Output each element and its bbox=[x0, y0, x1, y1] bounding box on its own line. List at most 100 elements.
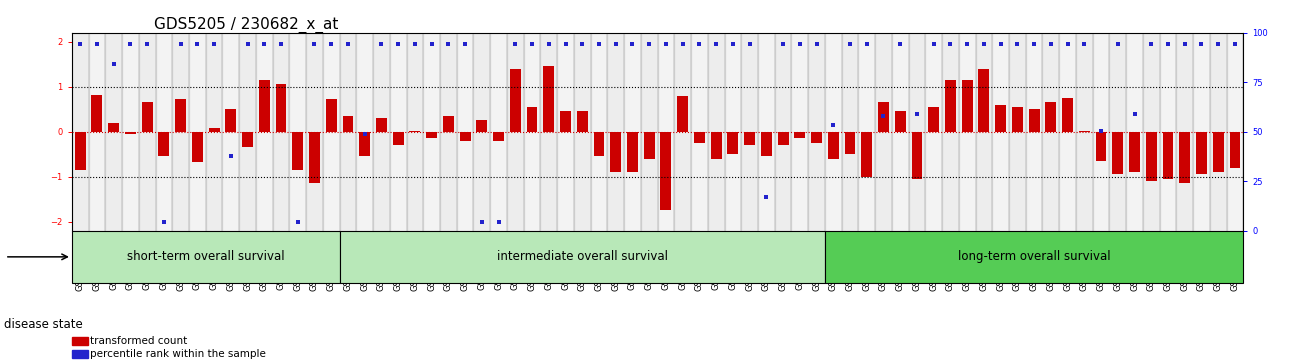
Bar bbox=[276, 84, 286, 132]
Point bbox=[823, 122, 844, 128]
Point bbox=[304, 41, 325, 47]
Bar bbox=[858, 33, 875, 231]
Point bbox=[806, 41, 827, 47]
Bar bbox=[828, 132, 838, 159]
Bar bbox=[1079, 131, 1089, 132]
Text: transformed count: transformed count bbox=[90, 336, 187, 346]
Bar bbox=[791, 33, 808, 231]
Point bbox=[103, 61, 124, 67]
Bar bbox=[543, 66, 554, 132]
Bar bbox=[323, 33, 340, 231]
Point bbox=[86, 41, 107, 47]
Bar bbox=[710, 132, 722, 159]
Point bbox=[488, 219, 509, 224]
Point bbox=[555, 41, 576, 47]
Bar bbox=[490, 33, 507, 231]
Bar bbox=[727, 132, 738, 154]
Bar bbox=[141, 102, 153, 132]
Bar bbox=[242, 132, 253, 147]
Text: disease state: disease state bbox=[4, 318, 82, 331]
Point bbox=[238, 41, 259, 47]
Point bbox=[572, 41, 593, 47]
Bar bbox=[1162, 132, 1174, 179]
Bar bbox=[1145, 132, 1157, 181]
Bar bbox=[1076, 33, 1093, 231]
Bar bbox=[1029, 109, 1040, 132]
Bar bbox=[794, 132, 806, 138]
Bar bbox=[761, 132, 772, 156]
Bar bbox=[1160, 33, 1177, 231]
Bar bbox=[624, 33, 641, 231]
Bar bbox=[560, 111, 571, 132]
Bar bbox=[172, 33, 189, 231]
Bar bbox=[138, 33, 155, 231]
Bar bbox=[926, 33, 942, 231]
Bar bbox=[993, 33, 1010, 231]
Point bbox=[471, 219, 492, 224]
Point bbox=[538, 41, 559, 47]
Bar bbox=[674, 33, 691, 231]
Bar bbox=[526, 107, 538, 132]
Bar bbox=[273, 33, 290, 231]
Bar bbox=[693, 132, 705, 143]
Point bbox=[773, 41, 794, 47]
Point bbox=[705, 41, 726, 47]
Bar bbox=[1143, 33, 1160, 231]
Point bbox=[840, 41, 861, 47]
Bar bbox=[1109, 33, 1126, 231]
Bar bbox=[845, 132, 855, 154]
Point bbox=[221, 154, 242, 159]
Point bbox=[789, 41, 810, 47]
Point bbox=[1007, 41, 1028, 47]
Point bbox=[1091, 128, 1111, 134]
Point bbox=[1208, 41, 1229, 47]
Bar bbox=[89, 33, 106, 231]
Bar bbox=[374, 33, 389, 231]
Bar bbox=[74, 132, 86, 170]
Bar bbox=[376, 118, 387, 132]
Bar bbox=[1177, 33, 1194, 231]
Bar bbox=[426, 132, 438, 138]
Point bbox=[337, 41, 358, 47]
Text: GDS5205 / 230682_x_at: GDS5205 / 230682_x_at bbox=[154, 16, 338, 33]
Bar bbox=[443, 116, 453, 132]
Bar bbox=[627, 132, 637, 172]
Bar bbox=[995, 105, 1006, 132]
Bar bbox=[155, 33, 172, 231]
Bar bbox=[340, 33, 357, 231]
Point bbox=[1191, 41, 1212, 47]
Bar bbox=[777, 132, 789, 145]
Bar bbox=[1213, 132, 1224, 172]
Bar bbox=[573, 33, 590, 231]
Bar bbox=[607, 33, 624, 231]
Bar bbox=[678, 95, 688, 132]
Point bbox=[422, 41, 443, 47]
Point bbox=[656, 41, 677, 47]
Bar bbox=[757, 33, 774, 231]
Point bbox=[137, 41, 158, 47]
Point bbox=[940, 41, 961, 47]
Bar bbox=[946, 80, 956, 132]
Bar bbox=[306, 33, 323, 231]
Bar bbox=[658, 33, 674, 231]
Bar bbox=[457, 33, 474, 231]
Bar bbox=[744, 132, 755, 145]
Bar bbox=[1096, 132, 1106, 161]
Bar bbox=[961, 80, 973, 132]
Point bbox=[589, 41, 610, 47]
Bar bbox=[1179, 132, 1190, 183]
Bar bbox=[477, 121, 487, 132]
Bar bbox=[259, 80, 270, 132]
Bar bbox=[359, 132, 370, 156]
Bar bbox=[206, 33, 222, 231]
Point bbox=[1174, 41, 1195, 47]
Bar bbox=[661, 132, 671, 210]
Point bbox=[957, 41, 978, 47]
Bar bbox=[1194, 33, 1209, 231]
Bar bbox=[912, 132, 922, 179]
Bar bbox=[310, 132, 320, 183]
Bar bbox=[460, 132, 470, 140]
Bar bbox=[389, 33, 406, 231]
Point bbox=[187, 41, 208, 47]
Bar bbox=[892, 33, 909, 231]
